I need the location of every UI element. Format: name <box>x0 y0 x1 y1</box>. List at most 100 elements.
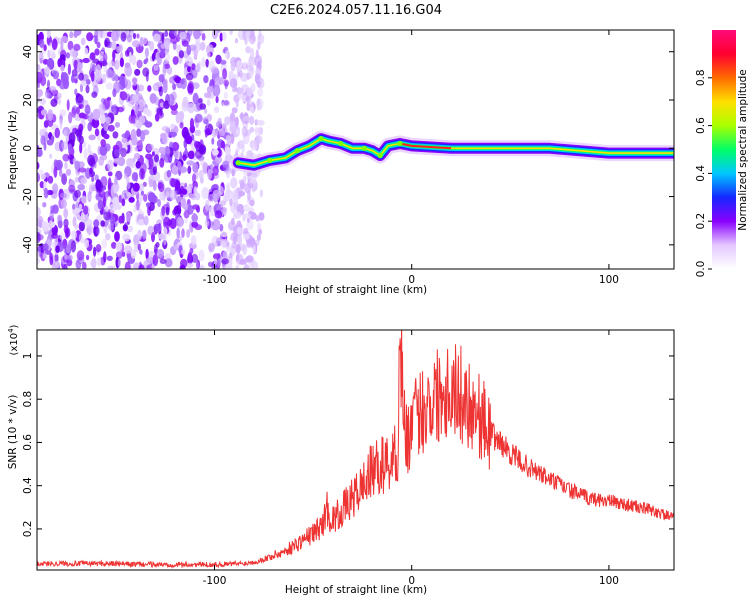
noise-blob <box>37 148 43 157</box>
noise-blob <box>62 153 70 162</box>
noise-blob <box>256 80 262 88</box>
noise-blob <box>98 103 106 115</box>
noise-blob <box>133 262 140 269</box>
noise-blob <box>134 201 141 211</box>
noise-blob <box>178 201 182 209</box>
y-tick-label: 0.8 <box>22 391 34 408</box>
noise-blob <box>143 215 149 226</box>
noise-blob <box>84 239 90 249</box>
noise-blob <box>179 122 184 129</box>
x-tick-label: 100 <box>599 575 619 587</box>
noise-blob <box>233 201 237 211</box>
noise-blob <box>103 251 107 263</box>
noise-blob <box>39 128 46 138</box>
noise-blob <box>198 249 205 262</box>
snr-series-line <box>37 330 674 570</box>
noise-blob <box>113 149 121 157</box>
noise-blob <box>52 183 59 194</box>
noise-blob <box>165 127 170 138</box>
noise-blob <box>221 231 228 238</box>
noise-blob <box>183 210 190 219</box>
noise-blob <box>91 118 100 129</box>
noise-blob <box>190 235 197 246</box>
noise-blob <box>192 92 199 105</box>
noise-blob <box>81 195 87 204</box>
noise-blob <box>103 52 108 64</box>
noise-blob <box>66 243 71 254</box>
signal-point <box>318 136 324 142</box>
noise-blob <box>83 147 88 160</box>
noise-blob <box>193 30 201 40</box>
noise-blob <box>152 254 159 267</box>
noise-blob <box>172 125 179 134</box>
noise-blob <box>205 199 210 211</box>
noise-blob <box>75 93 84 104</box>
noise-blob <box>124 173 128 180</box>
noise-blob <box>218 76 224 85</box>
noise-blob <box>80 177 88 184</box>
noise-blob <box>133 152 141 160</box>
noise-blob <box>132 32 137 40</box>
noise-blob <box>114 121 121 128</box>
noise-blob <box>138 264 145 269</box>
noise-blob <box>95 180 104 192</box>
noise-blob <box>82 261 87 269</box>
noise-blob <box>216 30 221 33</box>
noise-blob <box>226 51 230 60</box>
colorbar-ticks: 0.0 0.2 0.4 0.6 0.8 <box>695 69 712 277</box>
noise-blob <box>246 217 250 223</box>
noise-blob <box>96 257 102 267</box>
noise-blob <box>139 249 143 255</box>
noise-blob <box>43 181 47 189</box>
noise-blob <box>195 259 200 269</box>
y-tick-label: 0.6 <box>22 434 34 451</box>
noise-blob <box>135 160 141 169</box>
noise-blob <box>112 104 118 116</box>
noise-blob <box>64 254 68 260</box>
noise-blob <box>50 221 56 228</box>
noise-blob <box>238 191 245 197</box>
noise-blob <box>54 253 59 263</box>
noise-blob <box>181 197 186 209</box>
noise-blob <box>68 132 76 144</box>
noise-blob <box>67 154 75 160</box>
noise-blob <box>63 208 69 219</box>
noise-blob <box>203 92 212 99</box>
noise-blob <box>111 40 117 51</box>
noise-blob <box>120 147 127 158</box>
noise-blob <box>37 246 41 252</box>
noise-blob <box>181 228 185 238</box>
noise-blob <box>250 260 259 269</box>
noise-blob <box>198 169 204 180</box>
noise-blob <box>47 109 54 122</box>
colorbar-gradient <box>712 30 736 269</box>
noise-blob <box>172 56 179 65</box>
noise-blob <box>77 61 83 73</box>
noise-blob <box>229 112 236 124</box>
noise-blob <box>59 232 65 241</box>
noise-blob <box>200 177 204 184</box>
noise-blob <box>73 59 78 70</box>
noise-blob <box>163 216 171 227</box>
noise-blob <box>241 84 249 90</box>
noise-blob <box>94 48 100 56</box>
noise-blob <box>154 96 160 106</box>
noise-blob <box>257 87 264 97</box>
noise-blob <box>87 191 92 203</box>
x-tick-label: 0 <box>408 274 415 286</box>
noise-blob <box>255 67 260 74</box>
noise-blob <box>136 59 143 69</box>
noise-blob <box>244 212 252 219</box>
noise-blob <box>236 226 242 235</box>
noise-blob <box>243 257 250 263</box>
noise-blob <box>181 188 188 195</box>
noise-blob <box>170 109 178 116</box>
noise-blob <box>225 135 232 143</box>
noise-blob <box>85 84 90 94</box>
colorbar-tick-label: 0.6 <box>695 117 707 134</box>
noise-blob <box>212 148 219 156</box>
noise-blob <box>127 182 131 190</box>
noise-blob <box>47 57 54 69</box>
noise-blob <box>132 40 140 48</box>
noise-blob <box>42 253 48 260</box>
